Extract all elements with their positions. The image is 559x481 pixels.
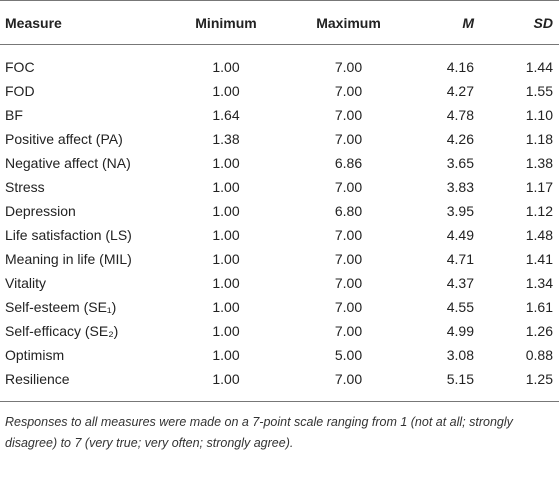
table-cell: 4.55	[446, 299, 474, 315]
table-cell: 4.78	[446, 107, 474, 123]
table-cell: 1.38	[525, 155, 553, 171]
table-cell: 1.00	[170, 367, 282, 402]
stats-table: Measure Minimum Maximum M SD FOC 1.00 7.00 4.16…	[0, 0, 559, 402]
table-row: FOC 1.00 7.00 4.16 1.44	[0, 45, 559, 80]
table-cell: 1.18	[525, 131, 553, 147]
table-cell: 1.41	[525, 251, 553, 267]
table-cell: 6.86	[334, 155, 363, 171]
table-cell: 4.71	[446, 251, 474, 267]
table-cell: 7.00	[334, 299, 363, 315]
table-cell: 1.34	[525, 275, 553, 291]
header-cell: Minimum	[170, 0, 282, 45]
table-cell: 1.00	[212, 323, 240, 339]
header-cell: Measure	[0, 0, 170, 45]
table-cell: 1.17	[525, 179, 553, 195]
table-row: Self-esteem (SE₁) 1.00 7.00 4.55 1.61	[0, 295, 559, 319]
table-cell: 7.00	[334, 275, 363, 291]
table-row: BF 1.64 7.00 4.78 1.10	[0, 103, 559, 127]
table-cell: 7.00	[334, 107, 363, 123]
table-cell: 7.00	[282, 367, 415, 402]
table-row: Vitality 1.00 7.00 4.37 1.34	[0, 271, 559, 295]
table-row: Life satisfaction (LS) 1.00 7.00 4.49 1.48	[0, 223, 559, 247]
table-cell: Life satisfaction (LS)	[5, 227, 132, 243]
table-cell: Self-efficacy (SE₂)	[5, 323, 119, 339]
table-row: Optimism 1.00 5.00 3.08 0.88	[0, 343, 559, 367]
table-cell: 1.00	[212, 179, 240, 195]
table-cell: Vitality	[5, 275, 46, 291]
table-cell: 7.00	[334, 131, 363, 147]
table-cell: 1.00	[212, 83, 240, 99]
table-cell: 1.48	[525, 227, 553, 243]
table-cell: 3.83	[446, 179, 474, 195]
table-cell: 1.44	[525, 59, 553, 75]
table-cell: 1.10	[525, 107, 553, 123]
table-cell: 7.00	[334, 251, 363, 267]
table-cell: 4.49	[446, 227, 474, 243]
table-cell: 7.00	[334, 179, 363, 195]
table-body: FOC 1.00 7.00 4.16 1.44 FOD 1.00 7.00 4.27 1.55 BF…	[0, 45, 559, 402]
table-cell: 4.27	[446, 83, 474, 99]
table-cell: 1.00	[212, 227, 240, 243]
table-row: FOD 1.00 7.00 4.27 1.55	[0, 79, 559, 103]
table-cell: 1.38	[212, 131, 240, 147]
table-cell: 0.88	[525, 347, 553, 363]
table-cell: 1.00	[212, 299, 240, 315]
table-cell: 1.12	[525, 203, 553, 219]
table-cell: Positive affect (PA)	[5, 131, 123, 147]
table-row: Stress 1.00 7.00 3.83 1.17	[0, 175, 559, 199]
table-cell: Self-esteem (SE₁)	[5, 299, 117, 315]
table-row: Self-efficacy (SE₂) 1.00 7.00 4.99 1.26	[0, 319, 559, 343]
table-cell: Negative affect (NA)	[5, 155, 131, 171]
table-cell: 1.61	[525, 299, 553, 315]
table-row: Resilience 1.00 7.00 5.15 1.25	[0, 367, 559, 402]
header-cell: SD	[480, 0, 559, 45]
table-cell: 7.00	[334, 323, 363, 339]
table-cell: 3.08	[446, 347, 474, 363]
table-cell: 1.55	[525, 83, 553, 99]
table-note: Responses to all measures were made on a…	[5, 415, 513, 450]
table-cell: 5.15	[415, 367, 480, 402]
table-cell: FOD	[5, 83, 35, 99]
table-cell: 1.00	[212, 251, 240, 267]
header-row: Measure Minimum Maximum M SD	[0, 0, 559, 45]
table-cell: 1.25	[480, 367, 559, 402]
table-cell: 4.26	[446, 131, 474, 147]
table-cell: 1.00	[212, 275, 240, 291]
table-cell: 3.95	[446, 203, 474, 219]
table-row: Positive affect (PA) 1.38 7.00 4.26 1.18	[0, 127, 559, 151]
table-cell: 7.00	[334, 227, 363, 243]
table-row: Negative affect (NA) 1.00 6.86 3.65 1.38	[0, 151, 559, 175]
table-cell: 1.64	[212, 107, 240, 123]
table-cell: Stress	[5, 179, 45, 195]
table-cell: FOC	[5, 59, 35, 75]
table-cell: 7.00	[334, 83, 363, 99]
table-cell: 4.99	[446, 323, 474, 339]
table-cell: 5.00	[334, 347, 363, 363]
table-cell: 1.00	[212, 59, 240, 75]
table-cell: 1.00	[212, 347, 240, 363]
table-cell: BF	[5, 107, 23, 123]
table-cell: 1.00	[212, 155, 240, 171]
table-row: Meaning in life (MIL) 1.00 7.00 4.71 1.41	[0, 247, 559, 271]
table-cell: 4.16	[446, 59, 474, 75]
table-cell: Depression	[5, 203, 76, 219]
table-cell: 6.80	[334, 203, 363, 219]
table-row: Depression 1.00 6.80 3.95 1.12	[0, 199, 559, 223]
table-cell: Meaning in life (MIL)	[5, 251, 132, 267]
table-cell: 7.00	[334, 59, 363, 75]
table-cell: 4.37	[446, 275, 474, 291]
table-cell: Optimism	[5, 347, 65, 363]
table-cell: 1.26	[525, 323, 553, 339]
table-cell: 3.65	[446, 155, 474, 171]
header-cell: Maximum	[282, 0, 415, 45]
header-cell: M	[415, 0, 480, 45]
table-cell: Resilience	[0, 367, 170, 402]
table-cell: 1.00	[212, 203, 240, 219]
